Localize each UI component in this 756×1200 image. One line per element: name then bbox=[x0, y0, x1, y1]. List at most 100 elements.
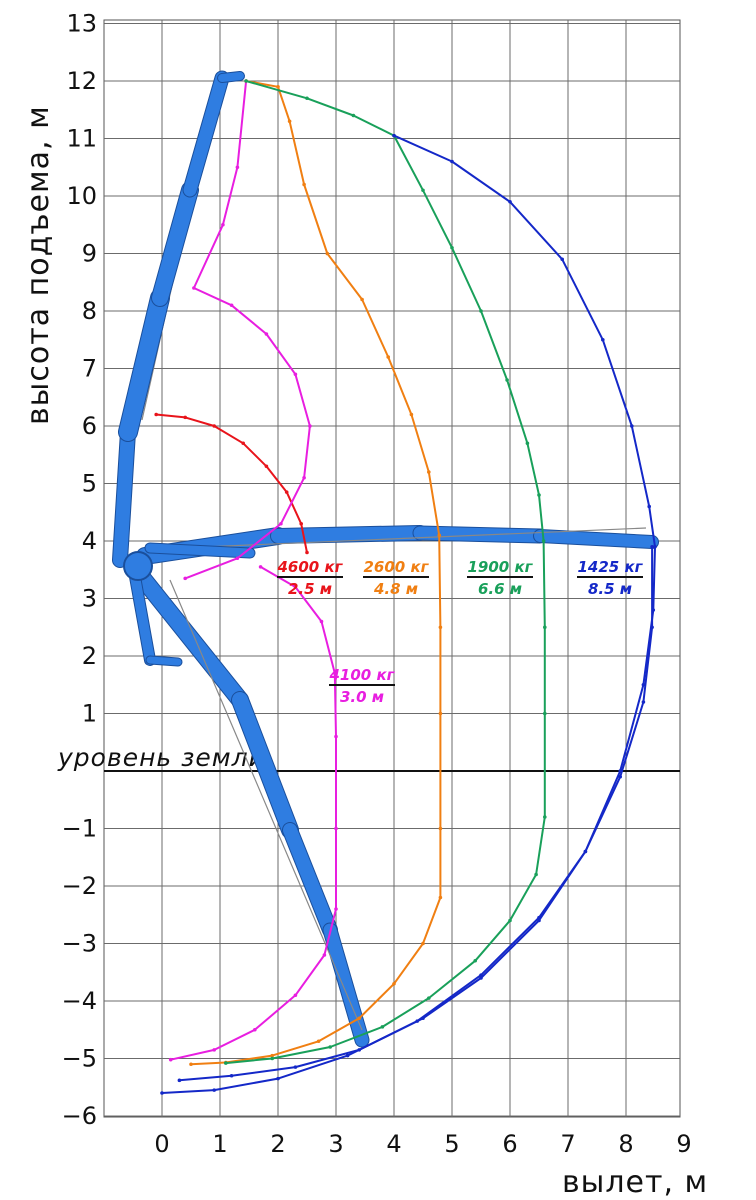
curve-point bbox=[543, 625, 547, 630]
curve-point bbox=[177, 1078, 182, 1083]
boom-lowered-mid2 bbox=[283, 823, 337, 937]
curve-point bbox=[154, 412, 158, 417]
boom-lowered-mid bbox=[232, 692, 298, 838]
curve-point bbox=[293, 372, 298, 377]
curve-point bbox=[351, 113, 356, 118]
boom-lowered-top bbox=[323, 923, 369, 1047]
curve-point bbox=[293, 993, 298, 998]
boom-horizontal-mid bbox=[271, 526, 427, 543]
curve-point bbox=[360, 297, 364, 302]
curve-point bbox=[305, 96, 309, 101]
curve-point bbox=[334, 734, 338, 739]
curve-point bbox=[302, 475, 306, 480]
y-tick-label: 3 bbox=[82, 585, 97, 613]
curve-point bbox=[650, 544, 654, 549]
curve-point bbox=[421, 188, 425, 193]
load-curve-5 bbox=[179, 134, 656, 1082]
load-annotation: 1425 кг 8.5 м bbox=[577, 558, 644, 598]
curve-point bbox=[357, 1016, 362, 1021]
curve-point bbox=[583, 849, 588, 854]
curve-point bbox=[653, 544, 657, 549]
curve-point bbox=[505, 378, 509, 382]
y-tick-label: 13 bbox=[66, 10, 97, 38]
curve-point bbox=[641, 700, 646, 704]
y-tick-label: 1 bbox=[82, 700, 97, 728]
curve-point bbox=[319, 619, 324, 624]
curve-point bbox=[293, 1065, 298, 1069]
curve-point bbox=[392, 981, 396, 986]
curve-point bbox=[253, 1027, 257, 1032]
load-annotation: 4600 кг 2.5 м bbox=[277, 558, 344, 598]
y-tick-label: 7 bbox=[82, 355, 97, 383]
curve-point bbox=[221, 222, 225, 227]
curve-point bbox=[438, 895, 443, 900]
curve-point bbox=[229, 1073, 234, 1078]
y-tick-label: 8 bbox=[82, 297, 97, 325]
load-curves bbox=[154, 79, 657, 1095]
annotation-load: 2600 кг bbox=[364, 558, 430, 576]
curve-point bbox=[534, 872, 538, 877]
y-tick-label: 12 bbox=[66, 67, 97, 95]
curve-point bbox=[244, 79, 248, 83]
curve-point bbox=[235, 165, 240, 170]
curve-point bbox=[212, 1088, 216, 1092]
load-annotation: 4100 кг 3.0 м bbox=[329, 666, 396, 706]
curve-point bbox=[473, 958, 478, 963]
curve-point bbox=[189, 1062, 193, 1067]
boom-lowered-base bbox=[132, 567, 248, 708]
boom-horizontal-cylinder bbox=[145, 543, 255, 558]
curve-point bbox=[601, 337, 605, 342]
boom-horizontal-mid2 bbox=[413, 526, 547, 543]
y-tick-label: −5 bbox=[62, 1045, 97, 1073]
curve-point bbox=[183, 415, 187, 420]
annotation-reach: 8.5 м bbox=[588, 580, 632, 598]
curve-point bbox=[229, 303, 234, 308]
annotation-reach: 3.0 м bbox=[340, 688, 384, 706]
curve-point bbox=[299, 521, 304, 526]
load-annotation: 1900 кг 6.6 м bbox=[467, 558, 534, 598]
curve-point bbox=[479, 976, 483, 980]
curve-point bbox=[386, 355, 391, 359]
load-curve-6 bbox=[161, 546, 654, 1094]
curve-point bbox=[380, 1025, 385, 1029]
curve-point bbox=[543, 815, 547, 819]
ground-level-label: уровень земли bbox=[57, 743, 266, 772]
curve-point bbox=[160, 1091, 164, 1095]
curve-point bbox=[650, 625, 654, 630]
curve-point bbox=[541, 539, 546, 543]
curve-point bbox=[438, 711, 443, 716]
curve-point bbox=[479, 309, 483, 313]
curve-point bbox=[334, 907, 338, 911]
curve-point bbox=[276, 84, 280, 89]
x-tick-label: 5 bbox=[444, 1130, 459, 1158]
curve-point bbox=[325, 251, 330, 256]
curve-point bbox=[427, 996, 431, 1000]
curve-point bbox=[212, 424, 216, 428]
y-tick-label: −4 bbox=[62, 987, 97, 1015]
curve-point bbox=[258, 565, 263, 569]
ground-level: уровень земли bbox=[57, 743, 680, 772]
curve-point bbox=[543, 711, 547, 716]
x-tick-label: 4 bbox=[386, 1130, 401, 1158]
boom-pivot bbox=[123, 551, 153, 581]
annotation-load: 1900 кг bbox=[468, 558, 534, 576]
curve-point bbox=[316, 1039, 321, 1044]
y-tick-label: 4 bbox=[82, 527, 97, 555]
boom-vertical-top bbox=[183, 71, 229, 197]
curve-point bbox=[270, 1056, 275, 1061]
annotation-reach: 2.5 м bbox=[288, 580, 332, 598]
curve-point bbox=[508, 199, 512, 204]
load-annotation: 2600 кг 4.8 м bbox=[363, 558, 430, 598]
x-tick-label: 8 bbox=[618, 1130, 633, 1158]
curve-point bbox=[392, 133, 396, 138]
boom-lowered-cable bbox=[169, 579, 363, 1031]
x-axis-title: вылет, м bbox=[562, 1165, 708, 1200]
curve-point bbox=[302, 182, 306, 187]
curve-point bbox=[322, 953, 327, 957]
curve-point bbox=[421, 941, 425, 946]
y-tick-label: −2 bbox=[62, 872, 97, 900]
annotation-load: 4100 кг bbox=[329, 666, 396, 684]
curve-point bbox=[192, 286, 196, 290]
curve-point bbox=[224, 1061, 228, 1065]
